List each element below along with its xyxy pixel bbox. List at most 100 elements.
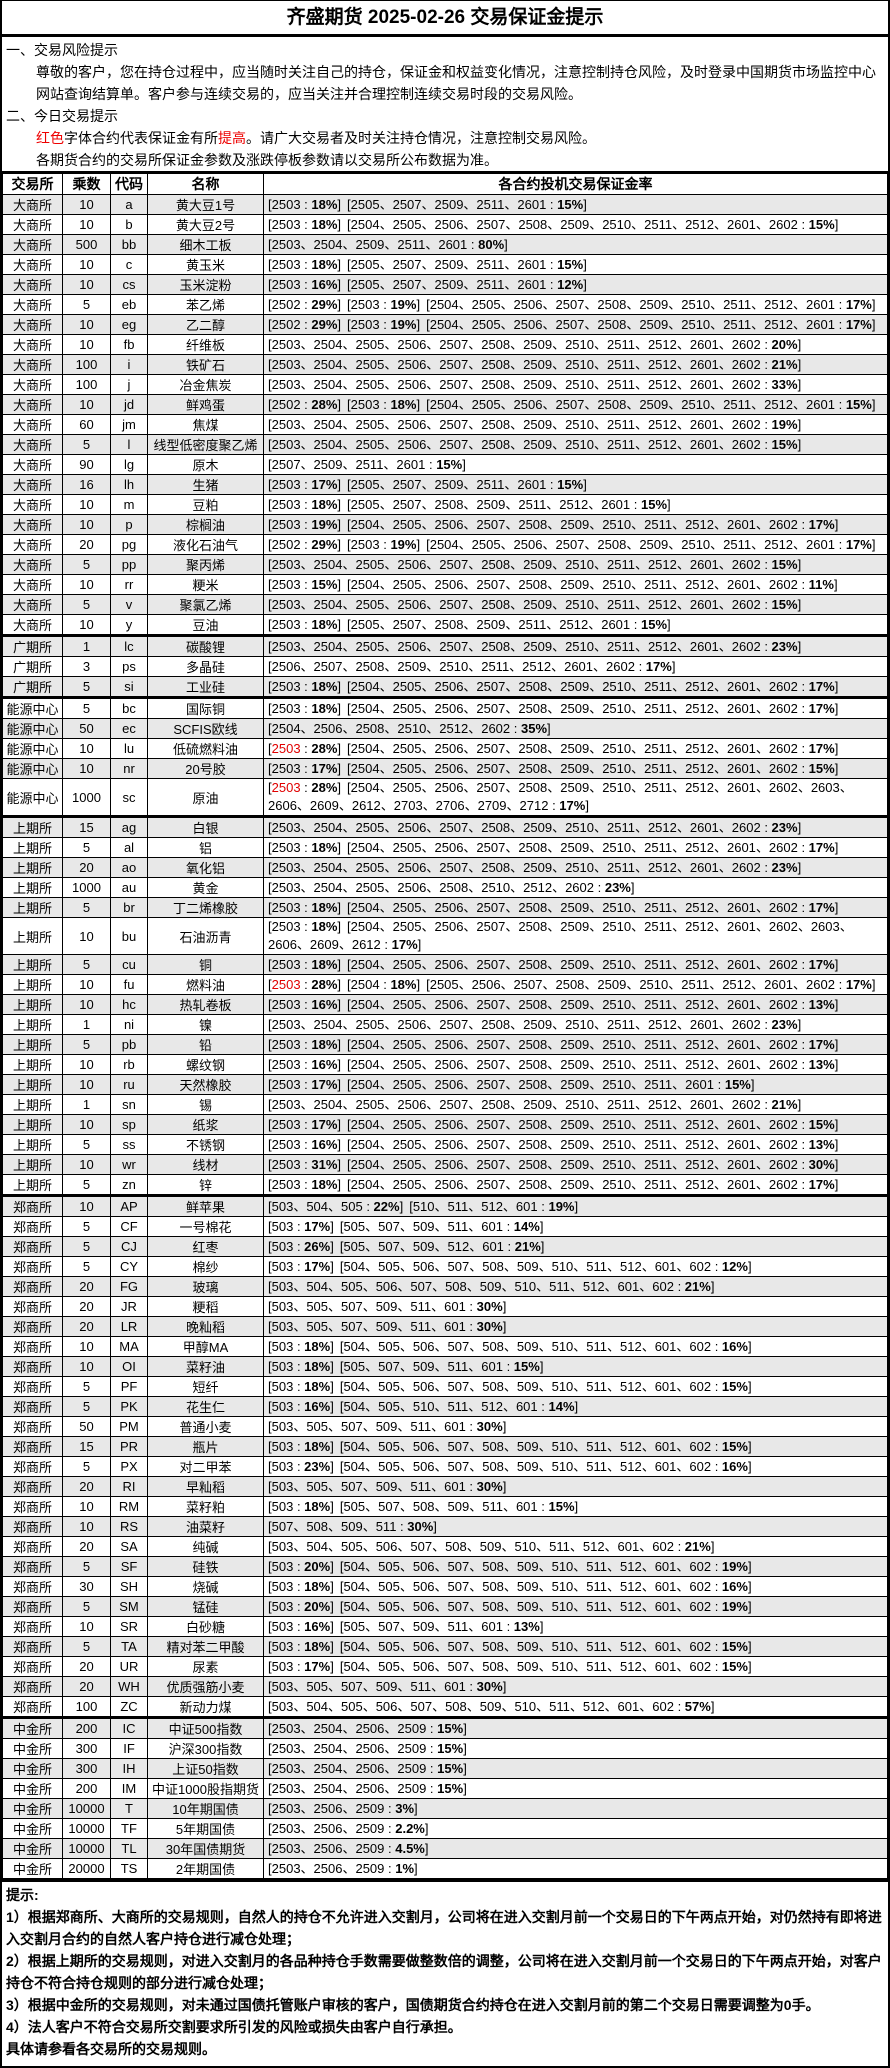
margin-rate-cell: [503、504、505、506、507、508、509、510、511、512… — [263, 1536, 888, 1557]
code-cell: a — [110, 194, 148, 215]
margin-rate: 15% — [437, 1780, 464, 1796]
name-cell: 原油 — [147, 778, 264, 817]
multiplier-cell: 5 — [62, 954, 111, 975]
multiplier-cell: 90 — [62, 454, 111, 475]
multiplier-cell: 5 — [62, 1456, 111, 1477]
multiplier-cell: 5 — [62, 294, 111, 315]
margin-group: [2504、2505、2506、2507、2508、2509、2510、2511… — [347, 216, 839, 232]
margin-rate: 14% — [513, 1218, 540, 1234]
code-cell: WH — [110, 1676, 148, 1697]
name-cell: 短纤 — [147, 1376, 264, 1397]
exchange-cell: 郑商所 — [2, 1516, 63, 1537]
contract-months: 2503 — [350, 536, 380, 552]
margin-group: [2503 : 16%] — [268, 1136, 342, 1152]
multiplier-cell: 1 — [62, 1094, 111, 1115]
margin-group: [2505、2506、2507、2508、2509、2510、2511、2512… — [426, 976, 876, 992]
multiplier-cell: 10 — [62, 1336, 111, 1357]
margin-rate-cell: [2503、2504、2505、2506、2507、2508、2509、2510… — [263, 414, 888, 435]
margin-rate-cell: [503 : 20%] [504、505、506、507、508、509、510、… — [263, 1596, 888, 1617]
margin-rate: 20% — [771, 336, 798, 352]
margin-rate: 17% — [845, 316, 872, 332]
name-cell: 纸浆 — [147, 1114, 264, 1135]
margin-rate-cell: [503 : 17%] [504、505、506、507、508、509、510、… — [263, 1256, 888, 1277]
multiplier-cell: 10000 — [62, 1838, 111, 1859]
exchange-cell: 郑商所 — [2, 1576, 63, 1597]
margin-rate-cell: [2503、2504、2505、2506、2507、2508、2509、2510… — [263, 434, 888, 455]
code-cell: AP — [110, 1194, 148, 1217]
margin-group: [2506、2507、2508、2509、2510、2511、2512、2601… — [268, 658, 676, 674]
margin-rate: 18% — [311, 496, 338, 512]
contract-months: 2503、2506、2509 — [271, 1820, 385, 1836]
multiplier-cell: 100 — [62, 374, 111, 395]
multiplier-cell: 20000 — [62, 1858, 111, 1879]
code-cell: SF — [110, 1556, 148, 1577]
margin-rate: 28% — [311, 396, 338, 412]
contract-months: 503 — [271, 1618, 294, 1634]
margin-group: [2503 : 28%] — [268, 780, 342, 795]
exchange-cell: 上期所 — [2, 1014, 63, 1035]
margin-group: [2503 : 18%] — [268, 496, 342, 512]
table-row: 能源中心 50 ec SCFIS欧线 [2504、2506、2508、2510、2512… — [2, 718, 888, 739]
name-cell: 纯碱 — [147, 1536, 264, 1557]
contract-months: 2503 — [271, 1136, 301, 1152]
margin-group: [2503 : 19%] — [268, 516, 342, 532]
margin-group: [504、505、506、507、508、509、510、511、512、601… — [339, 1658, 752, 1674]
table-row: 大商所 60 jm 焦煤 [2503、2504、2505、2506、2507、2508、… — [2, 414, 888, 435]
margin-group: [2503 : 18%] — [268, 700, 342, 716]
margin-rate: 31% — [311, 1156, 338, 1172]
multiplier-cell: 200 — [62, 1716, 111, 1739]
margin-rate: 18% — [390, 976, 417, 992]
margin-rate-cell: [2503 : 28%] [2504 : 18%] [2505、2506、2507、… — [263, 974, 888, 995]
margin-rate-cell: [2503 : 17%] [2504、2505、2506、2507、2508、25… — [263, 1074, 888, 1095]
margin-rate-cell: [2502 : 29%] [2503 : 19%] [2504、2505、2506、… — [263, 294, 888, 315]
contract-months: 2504、2505、2506、2507、2508、2509、2510、2511、… — [350, 956, 798, 972]
margin-group: [2503、2506、2509 : 2.2%] — [268, 1820, 429, 1836]
table-row: 郑商所 10 RS 油菜籽 [507、508、509、511 : 30%] — [2, 1516, 888, 1537]
table-row: 大商所 10 b 黄大豆2号 [2503 : 18%] [2504、2505、2506、2… — [2, 214, 888, 235]
exchange-cell: 大商所 — [2, 194, 63, 215]
name-cell: 鲜苹果 — [147, 1194, 264, 1217]
margin-group: [2504、2505、2506、2507、2508、2509、2510、2511… — [347, 516, 839, 532]
table-row: 郑商所 30 SH 烧碱 [503 : 18%] [504、505、506、507、508… — [2, 1576, 888, 1597]
multiplier-cell: 10 — [62, 574, 111, 595]
name-cell: 多晶硅 — [147, 656, 264, 677]
margin-rate-cell: [503 : 18%] [504、505、506、507、508、509、510、… — [263, 1576, 888, 1597]
exchange-cell: 大商所 — [2, 414, 63, 435]
contract-months: 2504、2505、2506、2507、2508、2509、2510、2511、… — [350, 516, 798, 532]
contract-months: 2503、2504、2505、2506、2507、2508、2509、2510、… — [271, 1096, 761, 1112]
margin-group: [504、505、506、507、508、509、510、511、512、601… — [339, 1438, 752, 1454]
exchange-cell: 大商所 — [2, 374, 63, 395]
margin-rate-cell: [2503 : 18%] [2504、2505、2506、2507、2508、25… — [263, 1034, 888, 1055]
margin-group: [2503 : 18%] — [268, 196, 342, 212]
margin-rate-cell: [2503、2504、2505、2506、2507、2508、2509、2510… — [263, 815, 888, 838]
code-cell: CY — [110, 1256, 148, 1277]
multiplier-cell: 5 — [62, 1216, 111, 1237]
margin-rate-cell: [2503 : 16%] [2504、2505、2506、2507、2508、25… — [263, 1054, 888, 1075]
table-row: 大商所 16 lh 生猪 [2503 : 17%] [2505、2507、2509、251… — [2, 474, 888, 495]
table-row: 郑商所 5 PF 短纤 [503 : 18%] [504、505、506、507、508、… — [2, 1376, 888, 1397]
table-row: 郑商所 10 SR 白砂糖 [503 : 16%] [505、507、509、511、60… — [2, 1616, 888, 1637]
margin-group: [505、507、509、511、601 : 14%] — [339, 1218, 544, 1234]
margin-rate: 17% — [845, 296, 872, 312]
multiplier-cell: 60 — [62, 414, 111, 435]
exchange-cell: 大商所 — [2, 354, 63, 375]
margin-rate: 15% — [311, 576, 338, 592]
name-cell: 甲醇MA — [147, 1336, 264, 1357]
margin-rate: 16% — [311, 1136, 338, 1152]
margin-group: [503 : 23%] — [268, 1458, 334, 1474]
code-cell: ss — [110, 1134, 148, 1155]
name-cell: 30年国债期货 — [147, 1838, 264, 1859]
margin-rate-cell: [503 : 16%] [504、505、510、511、512、601 : 14… — [263, 1396, 888, 1417]
margin-rate-cell: [2503、2506、2509 : 4.5%] — [263, 1838, 888, 1859]
name-cell: 10年期国债 — [147, 1798, 264, 1819]
code-cell: eb — [110, 294, 148, 315]
name-cell: 2年期国债 — [147, 1858, 264, 1879]
contract-months: 2503、2504、2505、2506、2507、2508、2509、2510、… — [271, 1016, 761, 1032]
code-cell: zn — [110, 1174, 148, 1196]
table-row: 广期所 3 ps 多晶硅 [2506、2507、2508、2509、2510、2511、… — [2, 656, 888, 677]
multiplier-cell: 10 — [62, 994, 111, 1015]
margin-group: [2503 : 18%] — [268, 216, 342, 232]
contract-months: 2503 — [350, 316, 380, 332]
name-cell: 苯乙烯 — [147, 294, 264, 315]
contract-months: 2504、2505、2506、2507、2508、2509、2510、2511、… — [429, 536, 835, 552]
